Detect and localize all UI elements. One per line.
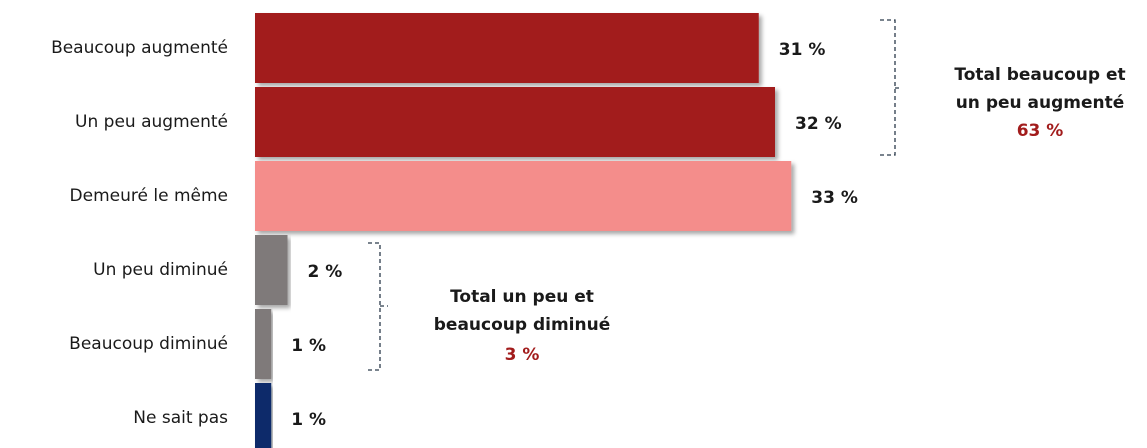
category-label: Beaucoup augmenté [51,38,228,58]
annotation-line: beaucoup diminué [434,315,611,335]
value-label: 32 % [795,114,842,134]
category-label: Un peu diminué [93,260,228,280]
value-label: 2 % [308,262,343,282]
category-label: Demeuré le même [70,186,228,206]
bar [255,383,272,448]
value-label: 1 % [291,336,326,356]
bar [255,13,759,83]
annotation-line: un peu augmenté [956,93,1125,113]
bracket [880,19,902,156]
category-label: Ne sait pas [133,408,228,428]
bar [255,309,272,379]
value-label: 31 % [779,40,826,60]
bar [255,161,792,231]
bar [255,235,288,305]
annotation-line: Total un peu et [450,287,594,307]
value-label: 1 % [291,410,326,430]
annotation-line: Total beaucoup et [954,65,1125,85]
category-label: Un peu augmenté [75,112,228,132]
annotation-total: 63 % [1017,121,1064,141]
annotation-total: 3 % [505,345,540,365]
category-label: Beaucoup diminué [69,334,228,354]
value-label: 33 % [811,188,858,208]
bracket [368,242,388,371]
bar [255,87,775,157]
